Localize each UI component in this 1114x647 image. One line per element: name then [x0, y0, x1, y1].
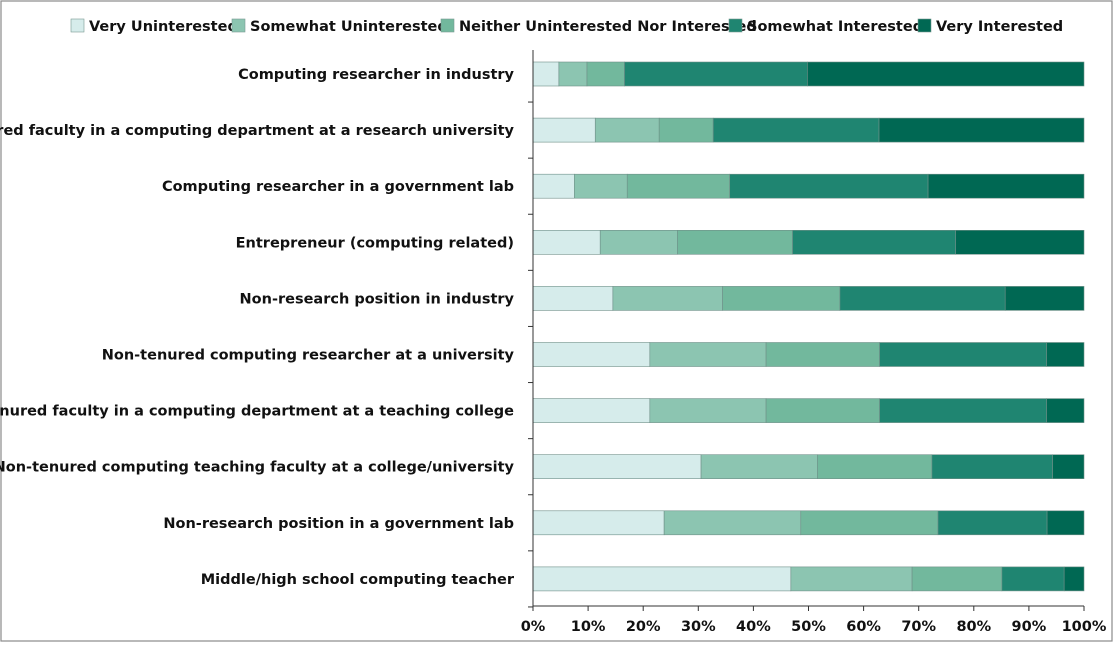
- legend-label-very-interested: Very Interested: [936, 19, 1063, 35]
- category-label: Tenured faculty in a computing departmen…: [0, 123, 515, 139]
- bar-row-tenured-faculty-in-a-computing-department-at-a-teaching-college: [532, 398, 1085, 423]
- bar-segment-somewhat-interested: [839, 286, 1006, 311]
- legend-label-neither-uninterested-nor-interested: Neither Uninterested Nor Interested: [459, 19, 757, 35]
- bar-segment-very-interested: [955, 230, 1085, 255]
- bar-segment-neither-uninterested-nor-interested: [911, 566, 1003, 592]
- legend-swatch-somewhat-uninterested: [231, 18, 246, 33]
- bar-segment-somewhat-uninterested: [790, 566, 913, 592]
- category-label: Middle/high school computing teacher: [201, 572, 515, 588]
- x-tick-label: 50%: [791, 619, 826, 635]
- bar-segment-somewhat-uninterested: [574, 173, 628, 199]
- legend-label-somewhat-uninterested: Somewhat Uninterested: [250, 19, 448, 35]
- bar-segment-somewhat-uninterested: [612, 286, 723, 311]
- bar-row-non-tenured-computing-researcher-at-a-university: [532, 342, 1085, 367]
- legend-label-somewhat-interested: Somewhat Interested: [747, 19, 923, 35]
- bar-segment-very-interested: [927, 173, 1085, 199]
- bar-row-middle-high-school-computing-teacher: [532, 566, 1085, 592]
- x-tick-label: 60%: [846, 619, 881, 635]
- category-label: Tenured faculty in a computing departmen…: [0, 404, 514, 420]
- bar-segment-somewhat-uninterested: [558, 61, 588, 87]
- x-tick-label: 90%: [1012, 619, 1047, 635]
- category-labels: Computing researcher in industry Tenured …: [0, 67, 515, 588]
- bar-segment-very-uninterested: [532, 566, 792, 592]
- bar-row-tenured-faculty-in-a-computing-department-at-a-research-university: [532, 117, 1085, 143]
- bar-row-non-research-position-in-industry: [532, 286, 1085, 311]
- legend-swatch-neither-uninterested-nor-interested: [440, 18, 455, 33]
- bar-segment-very-uninterested: [532, 173, 575, 199]
- legend-swatch-somewhat-interested: [728, 18, 743, 33]
- bar-segment-somewhat-interested: [937, 510, 1048, 536]
- bar-segment-neither-uninterested-nor-interested: [586, 61, 625, 87]
- bar-segment-somewhat-uninterested: [594, 117, 660, 143]
- legend: Very Uninterested Somewhat Uninterested Ne…: [70, 18, 1063, 35]
- bar-segment-neither-uninterested-nor-interested: [765, 342, 880, 367]
- bar-segment-very-uninterested: [532, 230, 601, 255]
- bar-segment-neither-uninterested-nor-interested: [658, 117, 714, 143]
- legend-swatch-very-uninterested: [70, 18, 85, 33]
- bar-segment-very-interested: [1052, 454, 1085, 480]
- bar-segment-very-uninterested: [532, 398, 651, 423]
- bar-segment-neither-uninterested-nor-interested: [765, 398, 880, 423]
- bar-segment-somewhat-interested: [792, 230, 956, 255]
- bar-segment-somewhat-interested: [712, 117, 880, 143]
- x-axis: 0% 10% 20% 30% 40% 50% 60% 70% 80% 90% 100%: [521, 50, 1107, 635]
- bar-segment-very-interested: [1046, 510, 1085, 536]
- bar-segment-very-uninterested: [532, 286, 614, 311]
- category-label: Computing researcher in a government lab: [162, 179, 514, 195]
- bar-segment-neither-uninterested-nor-interested: [817, 454, 933, 480]
- bar-row-computing-researcher-in-industry: [532, 61, 1085, 87]
- bar-segment-very-uninterested: [532, 61, 560, 87]
- bar-segment-somewhat-interested: [729, 173, 929, 199]
- category-label: Non-research position in a government la…: [163, 516, 514, 532]
- bar-segment-somewhat-interested: [879, 342, 1047, 367]
- x-tick-label: 0%: [521, 619, 546, 635]
- category-label: Non-research position in industry: [240, 291, 515, 307]
- x-tick-label: 40%: [736, 619, 771, 635]
- bar-segment-very-uninterested: [532, 454, 702, 480]
- bar-segment-somewhat-interested: [879, 398, 1047, 423]
- x-tick-label: 80%: [956, 619, 991, 635]
- bar-segment-somewhat-uninterested: [649, 398, 767, 423]
- bar-segment-very-interested: [1063, 566, 1085, 592]
- bar-segment-somewhat-uninterested: [700, 454, 818, 480]
- bar-segment-somewhat-uninterested: [599, 230, 678, 255]
- bar-segment-somewhat-uninterested: [649, 342, 767, 367]
- bar-segment-neither-uninterested-nor-interested: [800, 510, 939, 536]
- bar-row-computing-researcher-in-a-government-lab: [532, 173, 1085, 199]
- bar-row-non-research-position-in-a-government-lab: [532, 510, 1085, 536]
- bar-segment-very-interested: [1046, 342, 1085, 367]
- bar-segment-very-uninterested: [532, 510, 665, 536]
- bar-segment-very-interested: [1046, 398, 1085, 423]
- category-label: Non-tenured computing teaching faculty a…: [0, 460, 515, 476]
- category-label: Entrepreneur (computing related): [236, 235, 514, 251]
- bar-segment-very-interested: [807, 61, 1085, 87]
- bar-row-entrepreneur-computing-related: [532, 230, 1085, 255]
- x-tick-label: 30%: [681, 619, 716, 635]
- bar-segment-somewhat-interested: [931, 454, 1053, 480]
- bar-segment-very-uninterested: [532, 117, 596, 143]
- bar-segment-very-interested: [878, 117, 1085, 143]
- category-label: Non-tenured computing researcher at a un…: [102, 348, 515, 364]
- bar-segment-very-uninterested: [532, 342, 651, 367]
- bar-segment-neither-uninterested-nor-interested: [626, 173, 731, 199]
- legend-label-very-uninterested: Very Uninterested: [89, 19, 238, 35]
- bar-segment-somewhat-uninterested: [663, 510, 802, 536]
- bar-segment-somewhat-interested: [1001, 566, 1065, 592]
- bar-segment-very-interested: [1004, 286, 1085, 311]
- legend-swatch-very-interested: [917, 18, 932, 33]
- x-tick-label: 10%: [571, 619, 606, 635]
- bar-segment-somewhat-interested: [624, 61, 808, 87]
- bar-row-non-tenured-computing-teaching-faculty-at-a-college-university: [532, 454, 1085, 480]
- bar-segment-neither-uninterested-nor-interested: [722, 286, 841, 311]
- x-tick-label: 100%: [1062, 619, 1107, 635]
- category-label: Computing researcher in industry: [238, 67, 514, 83]
- x-tick-label: 70%: [901, 619, 936, 635]
- x-tick-label: 20%: [626, 619, 661, 635]
- bar-segment-neither-uninterested-nor-interested: [677, 230, 793, 255]
- bars: [532, 61, 1085, 592]
